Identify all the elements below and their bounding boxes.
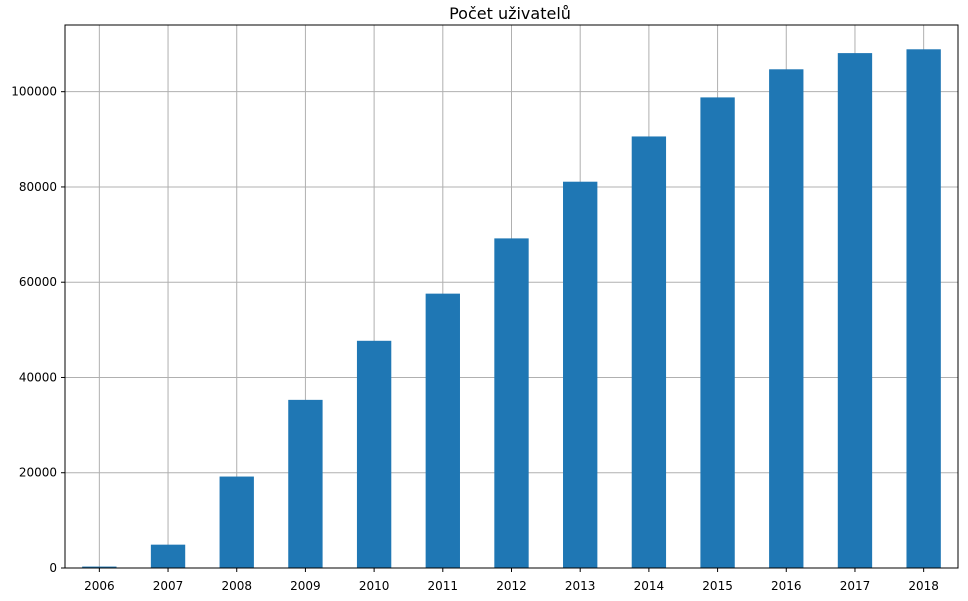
bar-2013 xyxy=(563,181,598,569)
chart-title: Počet uživatelů xyxy=(449,4,571,23)
x-tick-label: 2018 xyxy=(908,579,939,593)
x-tick-label: 2015 xyxy=(702,579,733,593)
bar-2016 xyxy=(769,69,804,569)
y-tick-label: 20000 xyxy=(19,466,57,480)
x-tick-label: 2009 xyxy=(290,579,321,593)
x-tick-label: 2006 xyxy=(84,579,115,593)
y-tick-label: 60000 xyxy=(19,275,57,289)
bar-2014 xyxy=(631,136,667,569)
y-tick-label: 40000 xyxy=(19,370,57,384)
x-tick-label: 2010 xyxy=(359,579,390,593)
x-tick-label: 2008 xyxy=(221,579,252,593)
y-axis-ticks: 0 20000 40000 60000 80000 100000 xyxy=(11,85,65,575)
bar-2007 xyxy=(150,544,186,568)
x-tick-label: 2011 xyxy=(428,579,459,593)
x-tick-label: 2016 xyxy=(771,579,802,593)
y-tick-label: 0 xyxy=(49,561,57,575)
bar-2012 xyxy=(494,238,529,569)
bar-2017 xyxy=(837,53,873,568)
bar-2006 xyxy=(82,566,117,568)
bar-2011 xyxy=(425,293,460,568)
bar-2018 xyxy=(906,49,941,568)
x-axis-ticks: 2006 2007 2008 2009 2010 2011 2012 2013 2014 2015… xyxy=(84,568,939,593)
x-tick-label: 2007 xyxy=(153,579,184,593)
x-tick-label: 2012 xyxy=(496,579,527,593)
bar-2008 xyxy=(219,476,254,568)
bar-2009 xyxy=(288,399,323,568)
x-tick-label: 2017 xyxy=(840,579,871,593)
y-tick-label: 80000 xyxy=(19,180,57,194)
x-tick-label: 2014 xyxy=(634,579,665,593)
bar-2015 xyxy=(700,97,735,569)
bar-2010 xyxy=(356,340,392,568)
x-tick-label: 2013 xyxy=(565,579,596,593)
bars xyxy=(82,49,941,569)
y-tick-label: 100000 xyxy=(11,85,57,99)
